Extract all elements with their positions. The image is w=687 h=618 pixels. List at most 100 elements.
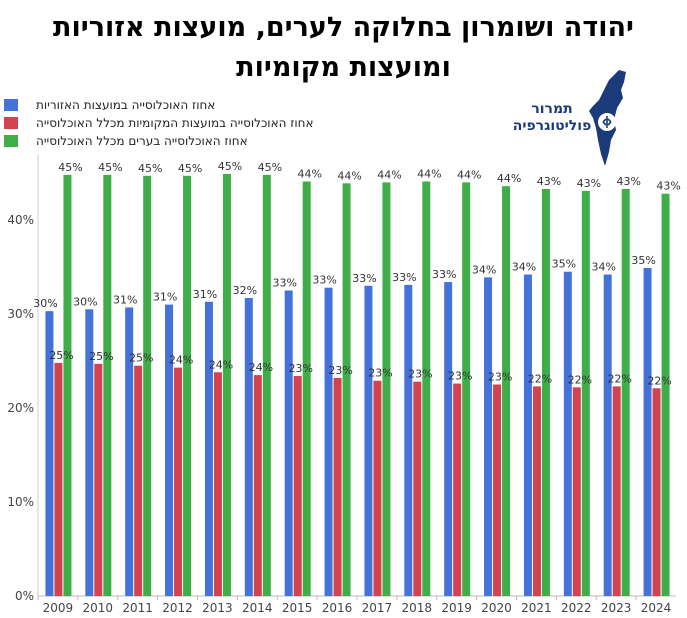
data-label: 43%: [616, 175, 640, 188]
data-label: 32%: [233, 284, 257, 297]
bar-local: [532, 386, 541, 596]
data-label: 22%: [528, 372, 552, 385]
data-label: 23%: [368, 367, 392, 380]
bar-cities: [302, 181, 311, 596]
data-label: 33%: [272, 277, 296, 290]
bar-regional: [125, 307, 134, 596]
data-label: 30%: [33, 297, 57, 310]
data-label: 44%: [417, 167, 441, 180]
bar-local: [253, 375, 262, 596]
data-label: 45%: [138, 162, 162, 175]
data-label: 23%: [488, 371, 512, 384]
data-label: 45%: [58, 161, 82, 174]
bar-regional: [85, 309, 94, 596]
logo-text: תמרור פוליטוגרפיה: [505, 101, 599, 135]
data-label: 45%: [178, 162, 202, 175]
bar-local: [373, 380, 382, 596]
data-label: 45%: [218, 160, 242, 173]
x-tick-label: 2021: [521, 601, 552, 615]
y-tick-label: 10%: [7, 495, 34, 509]
data-label: 31%: [193, 288, 217, 301]
bar-cities: [143, 175, 152, 596]
bar-regional: [244, 298, 253, 596]
data-label: 44%: [497, 172, 521, 185]
bar-local: [413, 381, 422, 596]
bar-local: [493, 384, 502, 596]
israel-map-icon: [589, 70, 626, 166]
bar-cities: [502, 186, 511, 596]
bar-local: [293, 376, 302, 596]
y-tick-label: 30%: [7, 307, 34, 321]
legend-swatch-green: [4, 135, 18, 147]
logo-text-line2: פוליטוגרפיה: [512, 118, 592, 134]
data-label: 44%: [297, 167, 321, 180]
legend-item-local: אחוז האוכלוסייה במועצות המקומיות מכלל הא…: [4, 114, 314, 132]
bar-regional: [165, 304, 174, 596]
bar-regional: [364, 285, 373, 596]
data-label: 22%: [607, 372, 631, 385]
y-tick-label: 20%: [7, 401, 34, 415]
legend-swatch-red: [4, 117, 18, 129]
x-tick-label: 2012: [162, 601, 193, 615]
x-tick-label: 2014: [242, 601, 273, 615]
bar-cities: [661, 193, 670, 596]
bar-cities: [183, 175, 192, 596]
x-tick-label: 2019: [441, 601, 472, 615]
data-label: 43%: [656, 180, 680, 193]
x-tick-label: 2024: [641, 601, 672, 615]
data-label: 44%: [377, 168, 401, 181]
chart-bars: [45, 173, 670, 597]
data-label: 23%: [328, 364, 352, 377]
bar-cities: [342, 183, 351, 596]
y-tick-label: 0%: [15, 589, 34, 603]
bar-regional: [324, 287, 333, 596]
data-label: 43%: [537, 175, 561, 188]
data-label: 45%: [98, 161, 122, 174]
legend-item-cities: אחוז האוכלוסייה בערים מכלל האוכלוסייה: [4, 132, 314, 150]
data-label: 24%: [169, 354, 193, 367]
bar-local: [174, 367, 183, 596]
bar-cities: [541, 188, 550, 597]
data-label: 33%: [392, 271, 416, 284]
bar-regional: [444, 282, 453, 596]
x-tick-label: 2016: [322, 601, 353, 615]
legend-label-cities: אחוז האוכלוסייה בערים מכלל האוכלוסייה: [36, 134, 248, 148]
bar-local: [213, 372, 222, 596]
data-label: 31%: [153, 291, 177, 304]
data-label: 33%: [312, 274, 336, 287]
legend-label-local: אחוז האוכלוסייה במועצות המקומיות מכלל הא…: [36, 116, 314, 130]
bar-cities: [382, 182, 391, 596]
bar-local: [572, 387, 581, 596]
x-tick-label: 2020: [481, 601, 512, 615]
x-tick-label: 2017: [362, 601, 393, 615]
bar-local: [453, 383, 462, 596]
data-label: 45%: [258, 161, 282, 174]
bar-local: [652, 388, 661, 596]
data-label: 33%: [432, 268, 456, 281]
bar-regional: [404, 284, 413, 596]
bar-cities: [581, 190, 590, 597]
bar-local: [94, 363, 103, 596]
x-tick-label: 2023: [601, 601, 632, 615]
bar-local: [612, 386, 621, 596]
bar-cities: [103, 174, 112, 596]
x-tick-label: 2010: [83, 601, 114, 615]
data-label: 44%: [337, 169, 361, 182]
bar-regional: [45, 311, 54, 596]
bar-regional: [643, 267, 652, 596]
data-label: 22%: [647, 374, 671, 387]
x-tick-label: 2015: [282, 601, 313, 615]
x-tick-label: 2009: [43, 601, 74, 615]
data-label: 34%: [512, 261, 536, 274]
logo-text-line1: תמרור: [531, 101, 573, 117]
bar-regional: [284, 290, 293, 596]
data-label: 25%: [89, 350, 113, 363]
data-label: 24%: [249, 361, 273, 374]
bar-cities: [422, 181, 431, 596]
data-label: 34%: [591, 261, 615, 274]
bar-local: [54, 362, 63, 596]
bar-regional: [563, 271, 572, 596]
bar-regional: [603, 274, 612, 596]
data-label: 35%: [552, 258, 576, 271]
